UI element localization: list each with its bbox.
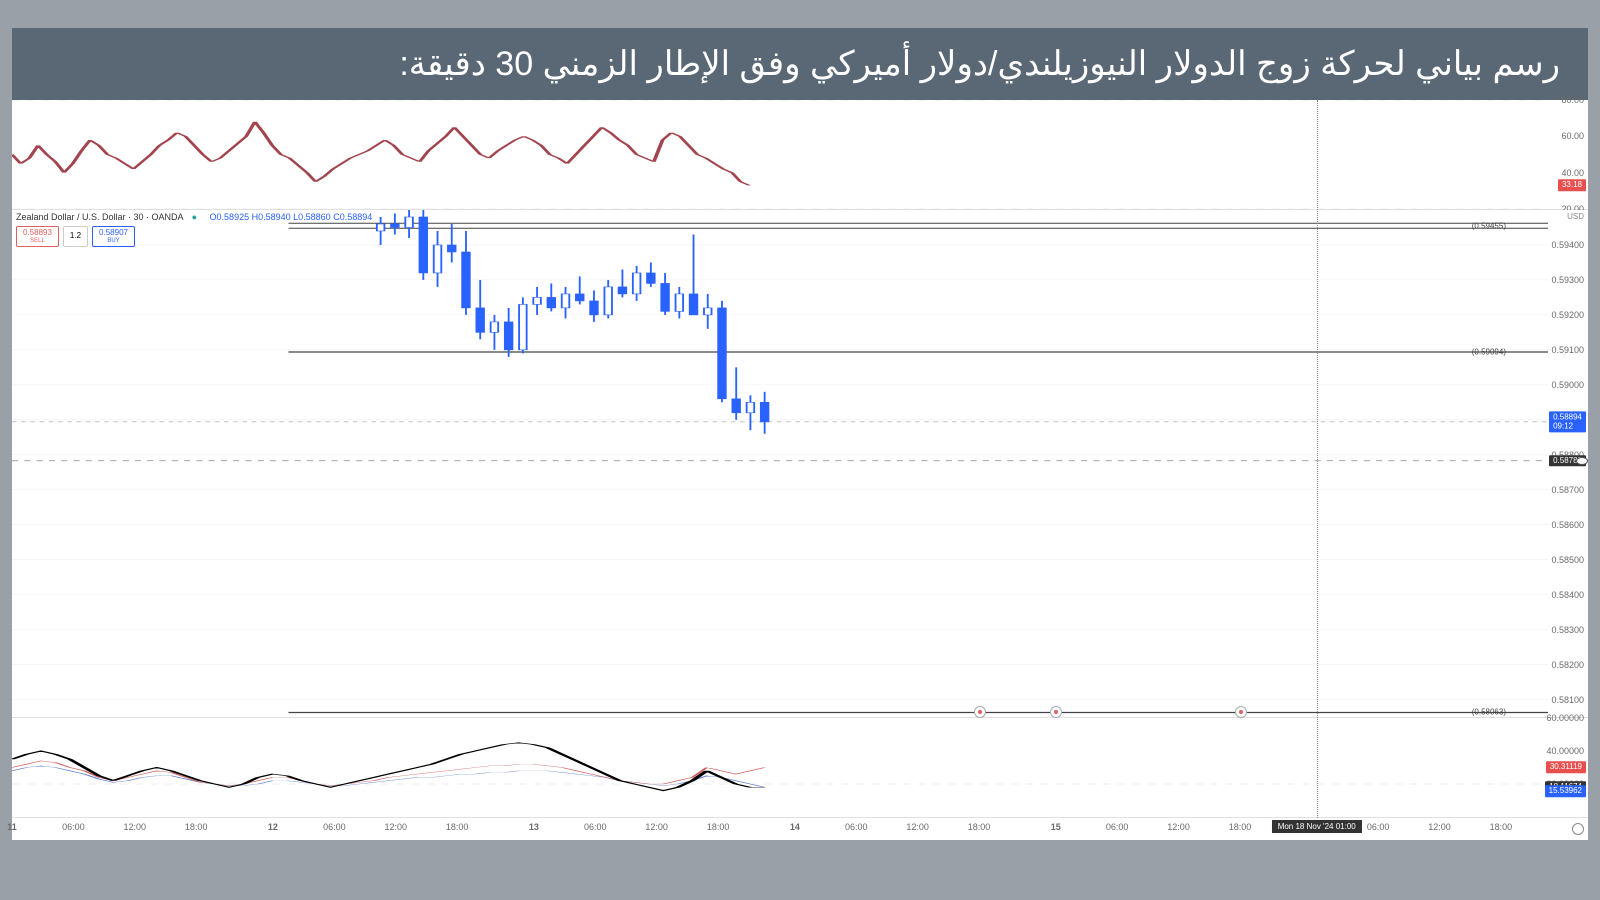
sell-button[interactable]: 0.58893 SELL: [16, 226, 59, 247]
symbol-name: Zealand Dollar / U.S. Dollar · 30 · OAND…: [16, 212, 183, 222]
time-tick: 18:00: [1229, 822, 1252, 832]
eye-icon[interactable]: [1576, 457, 1588, 465]
lower-indicator-panel[interactable]: 20.0000040.0000060.0000030.3111918.11674…: [12, 718, 1588, 818]
level-label: (0.59094): [1472, 347, 1506, 356]
crosshair-time-label: Mon 18 Nov '24 01:00: [1272, 820, 1362, 833]
buy-button[interactable]: 0.58907 BUY: [92, 226, 135, 247]
event-marker[interactable]: [974, 706, 986, 718]
level-label: (0.58063): [1472, 708, 1506, 717]
page-title: رسم بياني لحركة زوج الدولار النيوزيلندي/…: [12, 28, 1588, 100]
currency-label: USD: [1567, 212, 1584, 221]
event-marker[interactable]: [1235, 706, 1247, 718]
time-tick: 12:00: [124, 822, 147, 832]
time-tick: 06:00: [323, 822, 346, 832]
time-tick: 12: [268, 822, 278, 832]
time-tick: 14: [790, 822, 800, 832]
time-tick: 15: [1051, 822, 1061, 832]
time-tick: 18:00: [1490, 822, 1513, 832]
time-tick: 12:00: [384, 822, 407, 832]
time-tick: 06:00: [1367, 822, 1390, 832]
symbol-info-bar: Zealand Dollar / U.S. Dollar · 30 · OAND…: [16, 212, 372, 222]
time-axis: 1106:0012:0018:001206:0012:0018:001306:0…: [12, 818, 1588, 840]
time-tick: 12:00: [906, 822, 929, 832]
ohlc-values: O0.58925 H0.58940 L0.58860 C0.58894: [210, 212, 373, 222]
chart-frame: رسم بياني لحركة زوج الدولار النيوزيلندي/…: [12, 28, 1588, 840]
event-marker[interactable]: [1050, 706, 1062, 718]
crosshair-vertical: [1317, 100, 1318, 818]
spread-value: 1.2: [63, 226, 88, 247]
main-price-panel[interactable]: Zealand Dollar / U.S. Dollar · 30 · OAND…: [12, 210, 1588, 718]
rsi-panel[interactable]: 20.0040.0060.0080.0033.18: [12, 100, 1588, 210]
time-tick: 12:00: [645, 822, 668, 832]
time-tick: 12:00: [1428, 822, 1451, 832]
settings-icon[interactable]: [1572, 823, 1584, 835]
level-label: (0.59455): [1472, 221, 1506, 230]
sell-buy-controls: 0.58893 SELL 1.2 0.58907 BUY: [16, 226, 135, 247]
rsi-y-axis: 20.0040.0060.0080.0033.18: [1548, 100, 1588, 209]
time-tick: 13: [529, 822, 539, 832]
time-tick: 18:00: [446, 822, 469, 832]
chart-area: 20.0040.0060.0080.0033.18 Zealand Dollar…: [12, 100, 1588, 840]
time-tick: 06:00: [62, 822, 85, 832]
time-tick: 18:00: [968, 822, 991, 832]
time-tick: 18:00: [707, 822, 730, 832]
time-tick: 18:00: [185, 822, 208, 832]
time-tick: 12:00: [1167, 822, 1190, 832]
time-tick: 06:00: [1106, 822, 1129, 832]
time-tick: 11: [7, 822, 17, 832]
time-tick: 06:00: [845, 822, 868, 832]
lower-y-axis: 20.0000040.0000060.0000030.3111918.11674…: [1548, 718, 1588, 817]
time-tick: 06:00: [584, 822, 607, 832]
